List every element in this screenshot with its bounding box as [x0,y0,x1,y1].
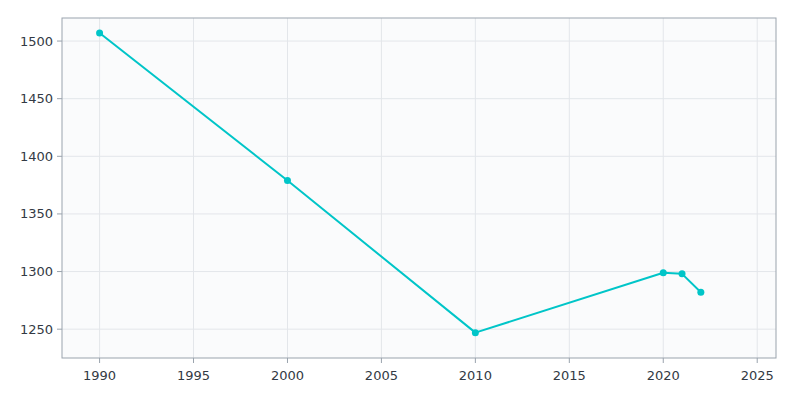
grid-line-y [62,98,776,99]
y-tick [57,271,62,272]
point [679,270,686,277]
x-tick [757,358,758,363]
x-tick [663,358,664,363]
x-tick-label: 2005 [365,368,398,383]
x-tick-label: 1990 [83,368,116,383]
x-tick [99,358,100,363]
y-tick-label: 1500 [20,34,53,49]
grid-line-y [62,213,776,214]
point [96,29,103,36]
grid-line-x [569,18,570,358]
y-tick-label: 1300 [20,264,53,279]
y-tick-label: 1250 [20,322,53,337]
x-tick-label: 2015 [553,368,586,383]
x-tick [193,358,194,363]
x-tick [381,358,382,363]
grid-line-x [475,18,476,358]
y-tick [57,213,62,214]
x-tick-label: 2020 [647,368,680,383]
grid-line-y [62,41,776,42]
grid-line-x [193,18,194,358]
y-tick-label: 1350 [20,206,53,221]
grid-line-x [99,18,100,358]
y-tick [57,156,62,157]
data [96,29,704,336]
point [697,289,704,296]
grid-line-y [62,271,776,272]
y-tick [57,98,62,99]
line [100,33,701,333]
x-tick-label: 2000 [271,368,304,383]
x-tick-label: 1995 [177,368,210,383]
grid-line-y [62,329,776,330]
chart: 1990 1995 2000 2005 2010 2015 2020 2025 1250 1300… [0,0,800,400]
plot-area [62,18,776,358]
background [0,0,800,400]
x-tick [569,358,570,363]
grid-line-x [663,18,664,358]
grid-line-y [62,156,776,157]
grid [62,18,776,358]
y-tick [57,329,62,330]
x-tick-label: 2025 [741,368,774,383]
y-tick-label: 1450 [20,91,53,106]
x-tick-label: 2010 [459,368,492,383]
x-tick [475,358,476,363]
point [472,329,479,336]
point [284,177,291,184]
grid-line-x [381,18,382,358]
grid-line-x [757,18,758,358]
point [660,269,667,276]
plot-frame [62,18,776,358]
y-tick-label: 1400 [20,149,53,164]
ticks: 1990 1995 2000 2005 2010 2015 2020 2025 1250 1300… [20,34,774,383]
x-tick [287,358,288,363]
grid-line-x [287,18,288,358]
y-tick [57,41,62,42]
